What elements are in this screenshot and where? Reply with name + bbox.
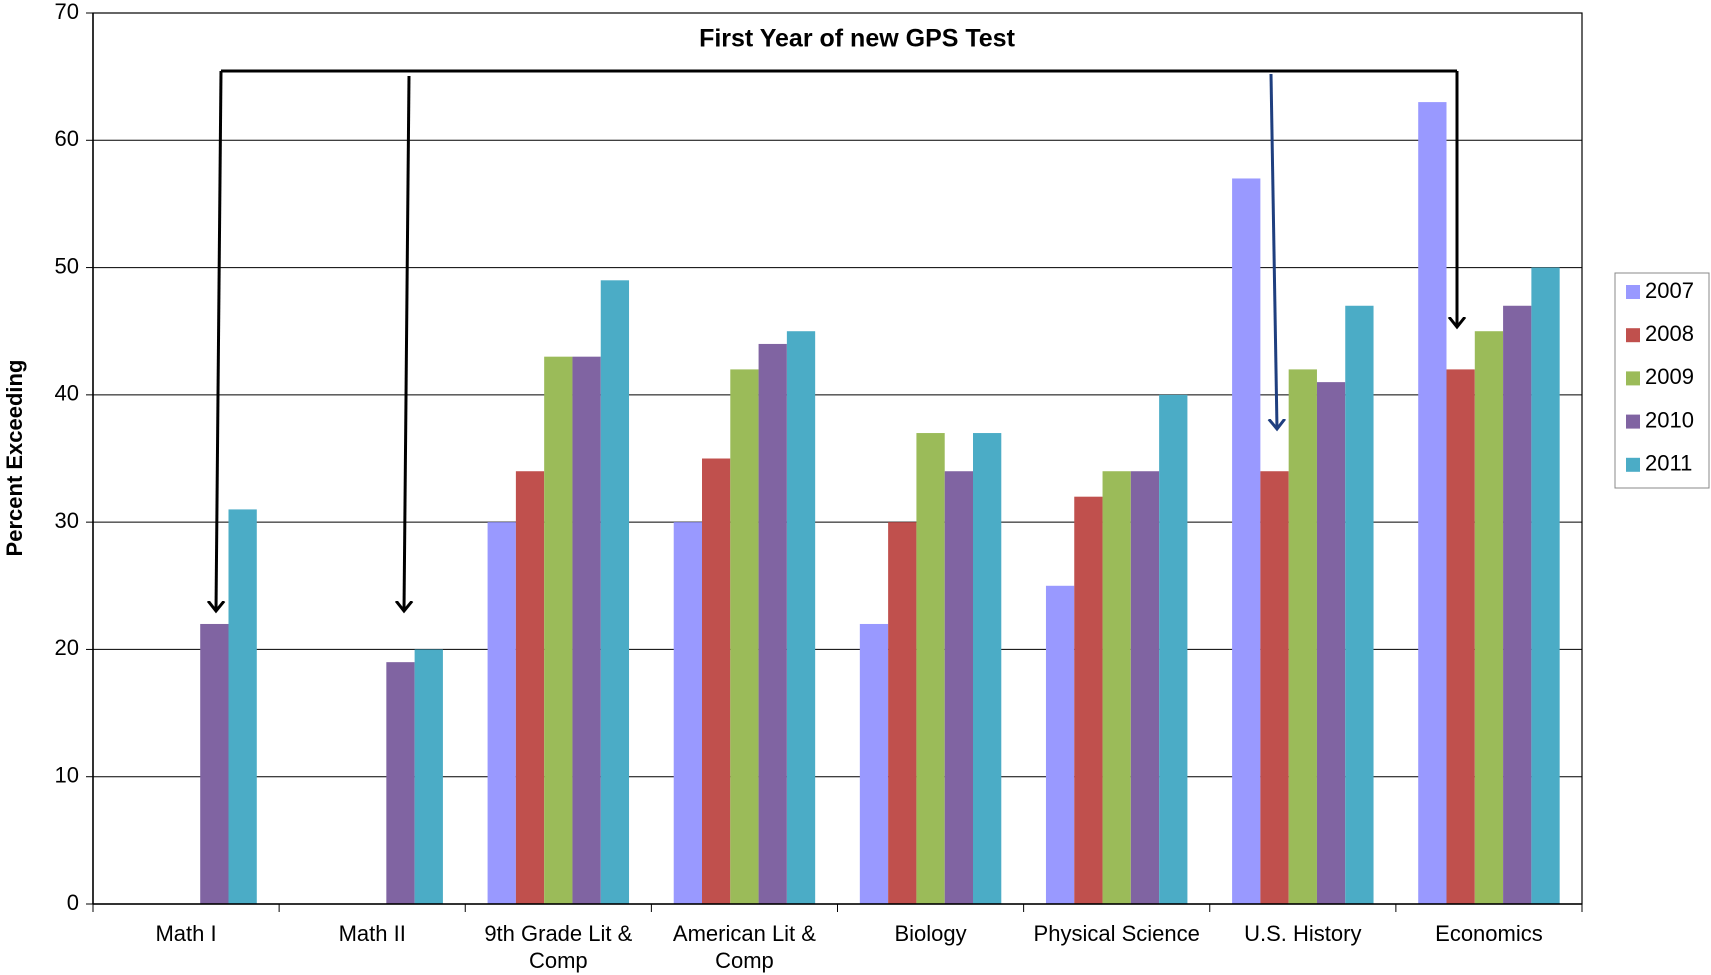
arrow <box>216 70 221 611</box>
legend: 2007 2008 2009 2010 2011 <box>1626 278 1694 476</box>
bar <box>544 356 573 905</box>
bar <box>1316 382 1346 905</box>
annotation-arrows <box>216 69 1457 611</box>
bar <box>487 522 516 904</box>
bar <box>673 522 703 904</box>
bar <box>1531 267 1560 905</box>
bar <box>859 623 889 904</box>
legend-label: 2007 <box>1645 278 1694 303</box>
bar <box>515 471 545 904</box>
bar <box>758 343 787 904</box>
chart-title: First Year of new GPS Test <box>699 25 1016 53</box>
bar <box>1102 471 1131 904</box>
bar <box>1288 369 1317 904</box>
bar <box>1045 585 1075 904</box>
bar <box>1074 496 1103 904</box>
bar <box>1474 331 1504 904</box>
bar <box>200 623 229 904</box>
legend-label: 2010 <box>1645 407 1694 432</box>
legend-swatch <box>1626 457 1640 472</box>
bar <box>786 331 816 904</box>
bars <box>200 102 1560 905</box>
y-tick-label: 20 <box>55 635 79 660</box>
bar <box>916 433 945 904</box>
bar <box>730 369 759 904</box>
x-tick-label: Economics <box>1435 921 1543 946</box>
x-tick-label: Math I <box>155 921 217 946</box>
bar <box>414 649 443 904</box>
bar <box>944 471 973 904</box>
legend-label: 2011 <box>1645 451 1692 476</box>
legend-swatch <box>1626 371 1640 386</box>
y-tick-label: 50 <box>55 253 79 278</box>
bar <box>702 458 731 904</box>
x-tick-label: American Lit & Comp <box>672 921 816 973</box>
y-tick-label: 40 <box>55 381 79 406</box>
legend-swatch <box>1626 414 1640 429</box>
bar <box>600 280 630 904</box>
x-tick-label: 9th Grade Lit & Comp <box>484 921 633 973</box>
y-tick-label: 10 <box>55 763 79 788</box>
y-tick-label: 70 <box>55 0 79 24</box>
legend-swatch <box>1626 328 1640 343</box>
bar <box>972 433 1002 904</box>
bar <box>1503 305 1532 904</box>
bar <box>228 509 257 904</box>
y-tick-label: 0 <box>67 890 79 915</box>
bar <box>888 522 917 904</box>
legend-label: 2009 <box>1645 364 1694 389</box>
bar <box>1159 394 1188 904</box>
x-tick-label: Biology <box>894 921 967 946</box>
arrow <box>404 75 409 611</box>
bar <box>1130 471 1160 904</box>
x-tick-label: Math II <box>338 921 406 946</box>
y-tick-label: 60 <box>55 126 79 151</box>
bar <box>1260 471 1289 904</box>
bar <box>572 356 601 905</box>
x-tick-label: Physical Science <box>1033 921 1200 946</box>
bar <box>1446 369 1475 904</box>
bar <box>1418 102 1447 905</box>
bar <box>1232 178 1261 904</box>
legend-swatch <box>1626 285 1640 299</box>
y-tick-label: 30 <box>55 508 79 533</box>
arrow <box>1271 73 1277 429</box>
legend-label: 2008 <box>1645 321 1694 346</box>
bar <box>386 662 415 904</box>
y-axis-label: Percent Exceeding <box>2 360 27 557</box>
x-tick-label: U.S. History <box>1244 921 1362 946</box>
bar <box>1345 305 1374 904</box>
